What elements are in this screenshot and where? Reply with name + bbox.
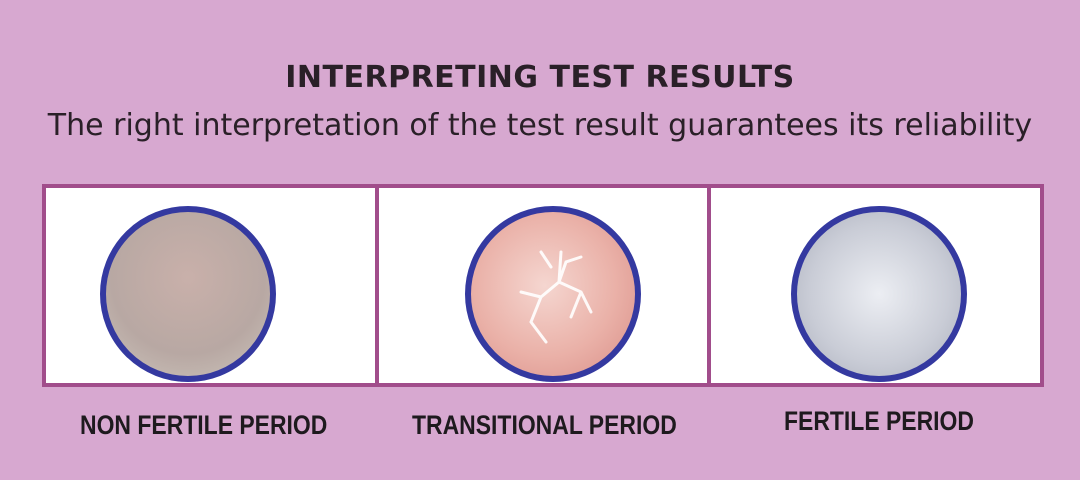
panel-fertile (707, 188, 1041, 383)
label-non-fertile: NON FERTILE PERIOD (80, 410, 328, 440)
label-transitional: TRANSITIONAL PERIOD (412, 410, 677, 440)
panel-transitional (374, 188, 708, 383)
results-panel (42, 184, 1044, 387)
fertile-sample-image (791, 206, 968, 382)
transitional-sample-image (464, 206, 641, 382)
non-fertile-sample-image (100, 206, 276, 382)
panel-non-fertile (46, 188, 375, 383)
page-title: INTERPRETING TEST RESULTS (285, 60, 795, 95)
label-fertile: FERTILE PERIOD (784, 406, 974, 436)
page-subtitle: The right interpretation of the test res… (47, 108, 1033, 143)
fern-pattern-icon (519, 250, 593, 344)
